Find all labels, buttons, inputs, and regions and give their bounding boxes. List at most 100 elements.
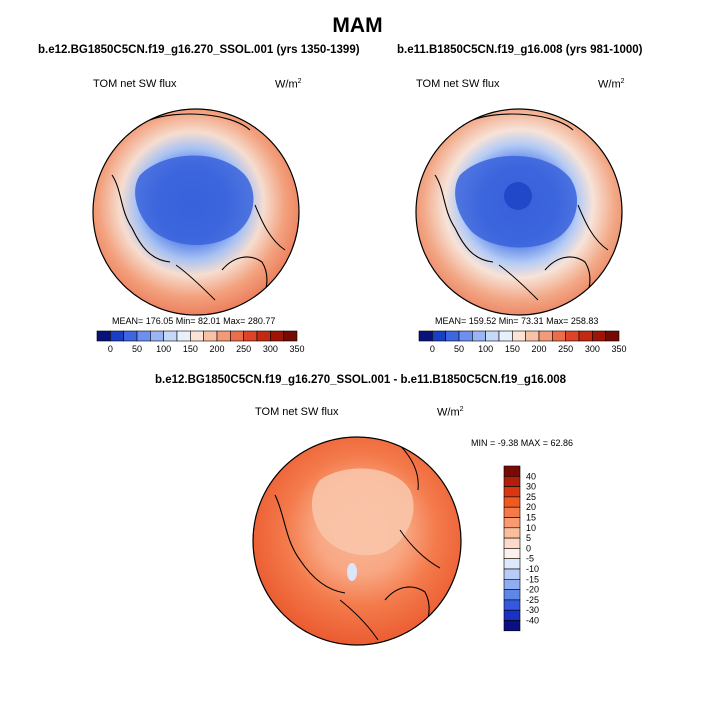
right-case-title: b.e11.B1850C5CN.f19_g16.008 (yrs 981-100… xyxy=(397,44,643,56)
left-polar-map xyxy=(92,108,300,316)
diff-colorbar-swatch xyxy=(503,527,521,539)
diff-colorbar-swatch xyxy=(503,517,521,529)
left-coastline-europe xyxy=(254,204,286,251)
left-colorbar: 0 50 100 150 200 250 300 350 xyxy=(96,330,305,354)
right-colorbar-tick-label: 100 xyxy=(478,344,493,354)
left-map-border xyxy=(92,108,300,316)
diff-colorbar-swatch xyxy=(503,578,521,590)
diff-colorbar-tick-label: -10 xyxy=(526,564,539,574)
right-colorbar-swatch xyxy=(485,330,500,342)
right-coastline-greenland xyxy=(498,264,539,301)
diff-colorbar-tick-label: 15 xyxy=(526,513,536,523)
left-coastline-greenland xyxy=(175,264,216,301)
left-colorbar-swatch xyxy=(216,330,231,342)
right-colorbar-tick-label: 300 xyxy=(585,344,600,354)
right-stats: MEAN= 159.52 Min= 73.31 Max= 258.83 xyxy=(435,316,599,326)
diff-colorbar-tick-label: -25 xyxy=(526,595,539,605)
right-colorbar-tick-label: 200 xyxy=(531,344,546,354)
diff-coastline-europe xyxy=(399,529,441,569)
diff-colorbar-swatch xyxy=(503,475,521,487)
left-colorbar-swatch xyxy=(283,330,298,342)
left-colorbar-swatch xyxy=(203,330,218,342)
season-title: MAM xyxy=(332,14,383,37)
diff-colorbar-tick-label: -5 xyxy=(526,554,534,564)
diff-colorbar-tick-label: 5 xyxy=(526,533,531,543)
diff-colorbar-tick-label: 30 xyxy=(526,482,536,492)
right-polar-map xyxy=(415,108,623,316)
left-stats: MEAN= 176.05 Min= 82.01 Max= 280.77 xyxy=(112,316,276,326)
left-colorbar-swatch xyxy=(243,330,258,342)
right-colorbar-tick-label: 50 xyxy=(454,344,464,354)
left-case-title: b.e12.BG1850C5CN.f19_g16.270_SSOL.001 (y… xyxy=(38,44,360,56)
diff-colorbar-tick-label: 10 xyxy=(526,523,536,533)
diff-colorbar-tick-label: -15 xyxy=(526,574,539,584)
diff-colorbar-swatch xyxy=(503,548,521,560)
diff-colorbar-tick-label: -30 xyxy=(526,605,539,615)
diff-colorbar-tick-label: 0 xyxy=(526,543,531,553)
right-field-label: TOM net SW flux xyxy=(416,78,500,90)
diff-colorbar-swatch xyxy=(503,620,521,632)
diff-colorbar-swatch xyxy=(503,558,521,570)
right-colorbar-tick-label: 350 xyxy=(611,344,626,354)
right-coastline-europe xyxy=(577,204,609,251)
diff-stats: MIN = -9.38 MAX = 62.86 xyxy=(471,438,574,448)
right-colorbar-swatch xyxy=(472,330,486,342)
left-colorbar-swatch xyxy=(190,330,204,342)
right-colorbar-swatch xyxy=(432,330,446,342)
diff-colorbar-tick-label: -20 xyxy=(526,585,539,595)
left-colorbar-swatch xyxy=(96,330,111,342)
right-colorbar-tick-label: 150 xyxy=(505,344,520,354)
diff-colorbar-tick-label: 40 xyxy=(526,471,536,481)
left-colorbar-swatch xyxy=(163,330,178,342)
diff-colorbar-swatch xyxy=(503,599,521,611)
diff-coastline-canada xyxy=(274,494,346,594)
left-colorbar-tick-label: 150 xyxy=(183,344,198,354)
diff-colorbar-swatch xyxy=(503,609,521,621)
diff-colorbar-swatch xyxy=(503,537,521,549)
right-colorbar-swatch xyxy=(552,330,566,342)
diff-map-border xyxy=(252,436,462,646)
right-colorbar: 0 50 100 150 200 250 300 350 xyxy=(418,330,627,354)
left-colorbar-tick-label: 250 xyxy=(236,344,251,354)
left-colorbar-swatch xyxy=(123,330,138,342)
right-colorbar-swatch xyxy=(538,330,553,342)
diff-polar-map xyxy=(252,436,462,646)
diff-colorbar-swatch xyxy=(503,486,521,498)
right-colorbar-swatch xyxy=(565,330,580,342)
left-colorbar-tick-label: 200 xyxy=(209,344,224,354)
right-colorbar-swatch xyxy=(458,330,473,342)
left-colorbar-tick-label: 100 xyxy=(156,344,171,354)
diff-colorbar-tick-label: 25 xyxy=(526,492,536,502)
left-colorbar-swatch xyxy=(256,330,271,342)
diff-coastline-greenland xyxy=(339,599,379,641)
left-colorbar-swatch xyxy=(176,330,191,342)
left-arctic-low-region xyxy=(135,155,254,245)
left-colorbar-swatch xyxy=(136,330,151,342)
right-colorbar-swatch xyxy=(578,330,593,342)
diff-colorbar-swatch xyxy=(503,496,521,508)
diff-colorbar-swatch xyxy=(503,568,521,580)
diff-negative-spot xyxy=(347,563,357,581)
diff-colorbar-tick-label: -40 xyxy=(526,616,539,626)
right-colorbar-swatch xyxy=(512,330,526,342)
diff-colorbar-swatch xyxy=(503,506,521,518)
left-colorbar-swatch xyxy=(110,330,124,342)
left-units: W/m2 xyxy=(275,78,302,91)
left-colorbar-tick-label: 350 xyxy=(289,344,304,354)
left-field-label: TOM net SW flux xyxy=(93,78,177,90)
right-colorbar-swatch xyxy=(498,330,513,342)
left-colorbar-tick-label: 50 xyxy=(132,344,142,354)
right-units: W/m2 xyxy=(598,78,625,91)
right-coastline-siberia xyxy=(472,113,574,131)
right-colorbar-swatch xyxy=(418,330,433,342)
right-colorbar-tick-label: 0 xyxy=(430,344,435,354)
diff-colorbar-swatch xyxy=(503,465,521,477)
left-coastline-siberia xyxy=(149,113,251,131)
diff-arctic-region xyxy=(311,468,414,556)
right-colorbar-swatch xyxy=(445,330,460,342)
right-colorbar-tick-label: 250 xyxy=(558,344,573,354)
left-colorbar-tick-label: 0 xyxy=(108,344,113,354)
right-map-border xyxy=(415,108,623,316)
